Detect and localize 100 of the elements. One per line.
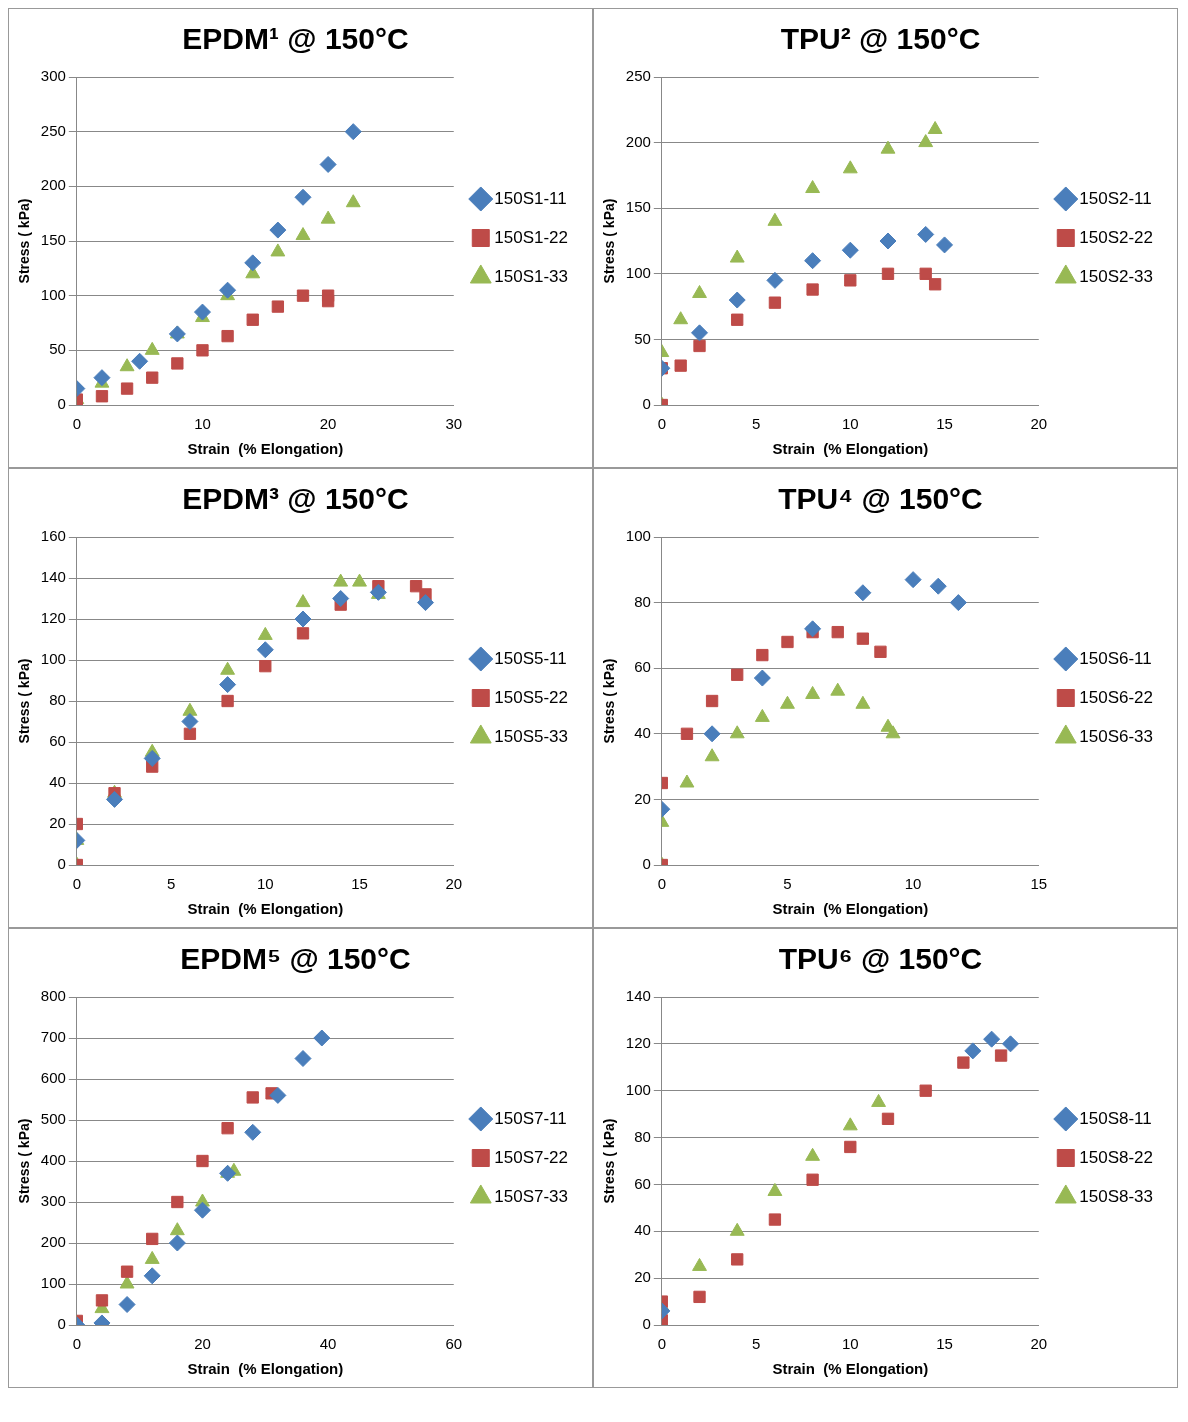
legend-label: 150S2-33 — [1079, 266, 1154, 286]
y-tick-label: 80 — [634, 592, 651, 610]
legend-label: 150S8-11 — [1079, 1108, 1152, 1128]
chart-title: EPDM¹ @ 150°C — [182, 22, 409, 56]
x-tick-label: 20 — [194, 1335, 211, 1353]
x-axis-title: Strain (% Elongation) — [187, 900, 344, 918]
y-tick-label: 400 — [40, 1151, 66, 1169]
x-tick-label: 5 — [166, 875, 176, 893]
y-tick-label: 800 — [40, 987, 66, 1005]
x-axis-title: Strain (% Elongation) — [187, 440, 344, 458]
chart-title: EPDM⁵ @ 150°C — [180, 942, 411, 976]
y-tick-label: 0 — [642, 395, 651, 413]
y-tick-label: 0 — [642, 1315, 651, 1333]
x-tick-label: 40 — [319, 1335, 337, 1353]
x-tick-label: 15 — [936, 415, 953, 433]
x-tick-label: 5 — [783, 875, 792, 893]
y-tick-label: 60 — [634, 1174, 651, 1192]
y-axis-title: Stress ( kPa) — [16, 1118, 33, 1204]
x-tick-label: 15 — [351, 875, 368, 893]
x-tick-label: 60 — [445, 1335, 463, 1353]
y-tick-label: 120 — [625, 1034, 651, 1051]
y-tick-label: 150 — [40, 231, 66, 249]
y-tick-label: 40 — [634, 723, 651, 741]
y-tick-label: 150 — [625, 198, 651, 216]
y-tick-label: 0 — [57, 395, 66, 413]
y-axis-title: Stress ( kPa) — [16, 658, 33, 744]
y-tick-label: 120 — [40, 609, 66, 627]
legend-label: 150S6-22 — [1079, 687, 1154, 707]
legend-label: 150S1-22 — [494, 227, 569, 247]
chart-title: TPU⁴ @ 150°C — [778, 482, 983, 516]
y-tick-label: 250 — [40, 121, 66, 139]
x-tick-label: 20 — [445, 875, 463, 893]
x-tick-label: 10 — [194, 415, 211, 433]
legend-label: 150S1-11 — [494, 188, 567, 208]
y-tick-label: 60 — [634, 658, 651, 676]
legend-label: 150S6-33 — [1079, 726, 1154, 746]
x-tick-label: 5 — [751, 415, 761, 433]
y-tick-label: 100 — [625, 527, 651, 545]
legend-label: 150S1-33 — [494, 266, 569, 286]
legend-label: 150S2-22 — [1079, 227, 1154, 247]
y-tick-label: 300 — [40, 67, 66, 85]
chart-title: TPU² @ 150°C — [780, 22, 981, 56]
x-axis-title: Strain (% Elongation) — [772, 1360, 929, 1378]
legend-label: 150S2-11 — [1079, 188, 1152, 208]
y-tick-label: 100 — [40, 285, 66, 303]
x-tick-label: 0 — [657, 875, 666, 893]
x-tick-label: 10 — [841, 415, 859, 433]
legend-label: 150S7-33 — [494, 1186, 569, 1206]
legend-label: 150S8-33 — [1079, 1186, 1154, 1206]
y-tick-label: 500 — [40, 1110, 66, 1128]
chart-title: EPDM³ @ 150°C — [182, 482, 409, 516]
y-tick-label: 40 — [634, 1221, 651, 1239]
x-tick-label: 20 — [319, 415, 337, 433]
legend-label: 150S5-33 — [494, 726, 569, 746]
y-tick-label: 100 — [40, 1274, 66, 1292]
x-tick-label: 10 — [904, 875, 922, 893]
y-tick-label: 60 — [49, 732, 66, 750]
x-axis-title: Strain (% Elongation) — [187, 1360, 344, 1378]
legend-label: 150S7-22 — [494, 1147, 569, 1167]
x-tick-label: 15 — [936, 1335, 953, 1353]
y-tick-label: 250 — [625, 67, 651, 85]
y-tick-label: 200 — [40, 176, 66, 194]
x-tick-label: 5 — [751, 1335, 761, 1353]
y-tick-label: 0 — [57, 855, 66, 873]
chart-title: TPU⁶ @ 150°C — [778, 942, 983, 976]
x-tick-label: 20 — [1030, 415, 1048, 433]
x-tick-label: 0 — [72, 1335, 81, 1353]
y-tick-label: 40 — [49, 773, 66, 791]
y-tick-label: 20 — [634, 1268, 651, 1286]
y-axis-title: Stress ( kPa) — [16, 198, 33, 284]
x-tick-label: 0 — [72, 415, 81, 433]
y-tick-label: 140 — [40, 568, 66, 586]
legend-label: 150S6-11 — [1079, 648, 1152, 668]
y-tick-label: 0 — [57, 1315, 66, 1333]
x-axis-title: Strain (% Elongation) — [772, 440, 929, 458]
x-tick-label: 10 — [841, 1335, 859, 1353]
y-tick-label: 700 — [40, 1028, 66, 1046]
legend-label: 150S5-11 — [494, 648, 567, 668]
y-axis-title: Stress ( kPa) — [601, 1118, 618, 1204]
x-tick-label: 15 — [1030, 875, 1048, 893]
y-tick-label: 20 — [49, 814, 66, 832]
x-tick-label: 0 — [657, 1335, 666, 1353]
y-tick-label: 200 — [625, 132, 651, 150]
legend-label: 150S7-11 — [494, 1108, 567, 1128]
y-tick-label: 200 — [40, 1233, 66, 1251]
y-tick-label: 0 — [642, 855, 651, 873]
x-tick-label: 0 — [657, 415, 666, 433]
legend-label: 150S5-22 — [494, 687, 569, 707]
x-tick-label: 0 — [72, 875, 81, 893]
legend-label: 150S8-22 — [1079, 1147, 1154, 1167]
y-tick-label: 300 — [40, 1192, 66, 1210]
y-tick-label: 600 — [40, 1069, 66, 1087]
y-axis-title: Stress ( kPa) — [601, 658, 618, 744]
y-tick-label: 80 — [634, 1127, 651, 1145]
y-tick-label: 50 — [49, 340, 66, 358]
y-axis-title: Stress ( kPa) — [601, 198, 618, 284]
y-tick-label: 160 — [40, 527, 66, 545]
x-tick-label: 20 — [1030, 1335, 1048, 1353]
y-tick-label: 140 — [625, 987, 651, 1005]
y-tick-label: 100 — [40, 650, 66, 668]
